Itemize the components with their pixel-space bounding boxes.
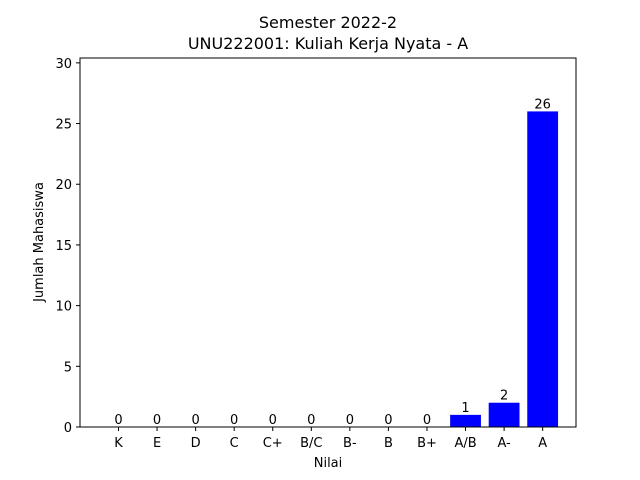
data-label-10: 2 (500, 389, 508, 404)
x-tick-label-1: E (153, 436, 161, 451)
x-tick-label-2: D (191, 436, 201, 451)
data-label-2: 0 (191, 413, 199, 428)
data-label-1: 0 (153, 413, 161, 428)
data-labels-group: 0 0 0 0 0 0 0 0 0 1 2 26 (114, 97, 551, 428)
y-tick-label-3: 15 (55, 239, 72, 254)
y-tick-label-6: 30 (55, 57, 72, 72)
x-axis-label: Nilai (314, 456, 343, 471)
data-label-8: 0 (423, 413, 431, 428)
chart-title: Semester 2022-2 (259, 13, 397, 32)
data-label-5: 0 (307, 413, 315, 428)
y-tick-label-4: 20 (55, 178, 72, 193)
y-tick-label-0: 0 (64, 421, 72, 436)
x-tick-label-9: A/B (454, 436, 476, 451)
data-label-0: 0 (114, 413, 122, 428)
x-tick-label-10: A- (497, 436, 511, 451)
bars-group (450, 111, 559, 427)
y-axis-ticks: 0 5 10 15 20 25 30 (55, 57, 80, 436)
x-tick-label-5: B/C (300, 436, 322, 451)
bar-9 (450, 414, 481, 427)
x-tick-label-4: C+ (263, 436, 283, 451)
x-tick-label-0: K (114, 436, 123, 451)
y-axis-label: Jumlah Mahasiswa (32, 182, 47, 303)
data-label-11: 26 (534, 97, 551, 112)
y-tick-label-5: 25 (55, 118, 72, 133)
data-label-4: 0 (269, 413, 277, 428)
bar-11 (527, 111, 559, 427)
data-label-3: 0 (230, 413, 238, 428)
bar-10 (488, 402, 520, 427)
x-axis-ticks: K E D C C+ B/C B- B B+ A/B A- A (114, 427, 547, 451)
chart-subtitle: UNU222001: Kuliah Kerja Nyata - A (188, 34, 468, 53)
data-label-7: 0 (384, 413, 392, 428)
data-label-6: 0 (346, 413, 354, 428)
data-label-9: 1 (461, 401, 469, 416)
x-tick-label-8: B+ (417, 436, 437, 451)
y-tick-label-2: 10 (55, 300, 72, 315)
x-tick-label-11: A (538, 436, 547, 451)
x-tick-label-7: B (384, 436, 393, 451)
plot-area-frame (79, 57, 577, 428)
y-tick-label-1: 5 (64, 360, 72, 375)
x-tick-label-3: C (230, 436, 239, 451)
x-tick-label-6: B- (343, 436, 357, 451)
